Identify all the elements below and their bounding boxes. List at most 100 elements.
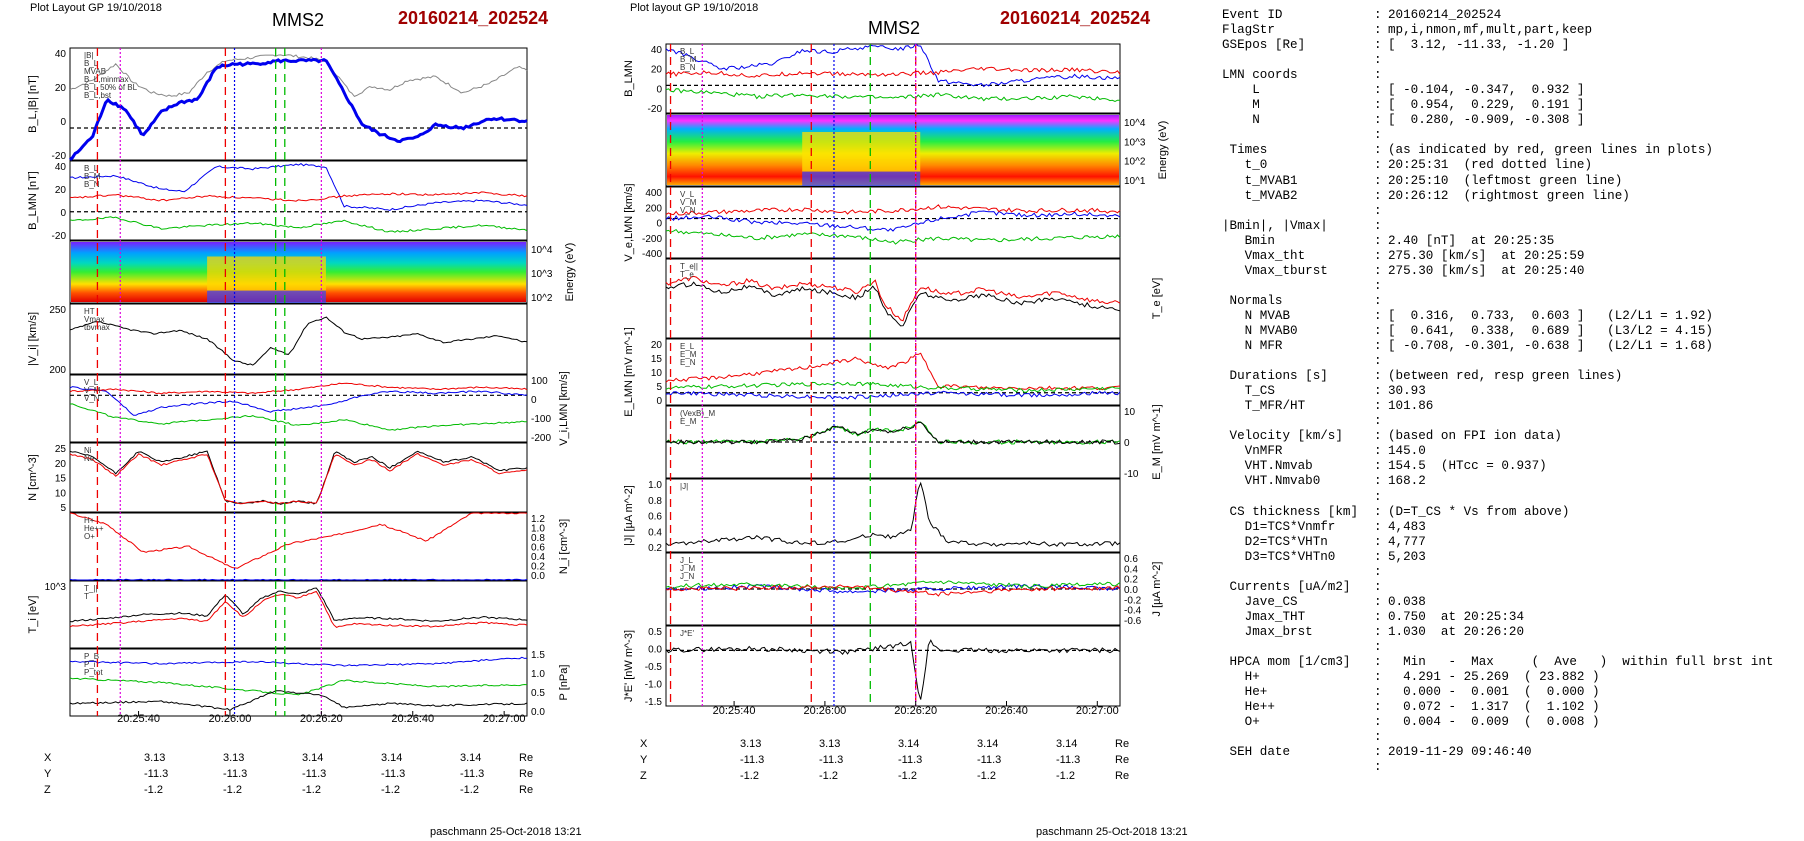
series-line — [665, 204, 1121, 216]
summary-value: [ -0.104, -0.347, 0.932 ] — [1388, 83, 1585, 98]
time-tick-label: 20:25:40 — [713, 705, 756, 717]
summary-label: T_CS — [1222, 384, 1275, 399]
summary-separator: : — [1374, 263, 1382, 278]
position-value: -11.3 — [144, 768, 169, 780]
summary-row: D1=TCS*Vnmfr:4,483 — [1222, 520, 1800, 535]
summary-label: Currents [uA/m2] — [1222, 579, 1351, 594]
summary-value: 0.038 — [1388, 594, 1426, 609]
position-value: 3.13 — [144, 752, 166, 764]
summary-value: [ 3.12, -11.33, -1.20 ] — [1388, 38, 1570, 53]
panel-frame — [665, 478, 1121, 553]
series-line — [665, 228, 1121, 245]
position-value: -11.3 — [740, 754, 765, 766]
left-footer: paschmann 25-Oct-2018 13:21 — [430, 826, 582, 838]
y-axis-label: N_i [cm^-3] — [558, 519, 570, 574]
summary-separator: : — [1374, 579, 1382, 594]
summary-separator: : — [1374, 715, 1382, 730]
summary-separator: : — [1374, 609, 1382, 624]
position-value: -11.3 — [819, 754, 844, 766]
summary-row: Normals: — [1222, 294, 1800, 309]
summary-separator: : — [1374, 158, 1382, 173]
summary-separator: : — [1374, 399, 1382, 414]
panel-frame — [69, 442, 528, 513]
summary-label: D1=TCS*Vnmfr — [1222, 519, 1336, 534]
panel-6: 1.21.00.80.60.40.20.0 N_i [cm^-3] H+He++O+ — [69, 512, 570, 582]
position-value: 3.14 — [460, 752, 482, 764]
summary-separator: : — [1374, 459, 1382, 474]
summary-separator: : — [1374, 354, 1382, 369]
panel-6: 1.0 0.8 0.6 0.4 0.2 |J| [µA m^-2] |J| — [623, 478, 1121, 554]
position-value: -1.2 — [1056, 770, 1075, 782]
series-line — [665, 281, 1121, 327]
y-tick-label: 1.0 — [648, 480, 662, 491]
y-tick-label: 0.6 — [1124, 554, 1138, 565]
panel-frame — [665, 338, 1121, 406]
panel-7: 10^3 T_i [eV] T_||T — [27, 580, 528, 649]
y-tick-label: 0.8 — [531, 533, 545, 544]
position-value: -1.2 — [460, 784, 479, 796]
summary-row: Durations [s]: (between red, resp green l… — [1222, 369, 1800, 384]
summary-label: N — [1222, 113, 1260, 128]
y-tick-label: 10 — [1124, 407, 1136, 418]
series-line — [69, 216, 528, 233]
summary-row: HPCA mom [1/cm3]: Min - Max ( Ave ) with… — [1222, 655, 1800, 670]
panel-5: 10 0 -10 E_M [mV m^-1] (VexB)_ME_M — [665, 404, 1163, 480]
legend-entry: E_L — [680, 342, 695, 351]
summary-label: VnMFR — [1222, 444, 1283, 459]
summary-value: 20:25:10 (leftmost green line) — [1388, 173, 1623, 188]
y-tick-label: 0 — [656, 396, 662, 407]
summary-value: 0.072 - 1.317 ( 1.102 ) — [1388, 700, 1600, 715]
summary-label: LMN coords — [1222, 68, 1298, 83]
y-tick-label: -0.2 — [1124, 595, 1142, 606]
y-tick-label: 10 — [651, 368, 663, 379]
panel-0: 40 20 0 -20 B_L,|B| [nT] |B|B_LMVABB_L,minmax… — [27, 47, 528, 162]
y-tick-label: 0 — [656, 219, 662, 230]
summary-separator: : — [1374, 53, 1382, 68]
y-tick-label: 0.0 — [648, 645, 662, 656]
y-tick-label: 0.4 — [531, 552, 545, 563]
y-tick-label: 200 — [645, 203, 662, 214]
legend-entry: B_N — [84, 180, 100, 189]
summary-row: : — [1222, 640, 1800, 655]
y-tick-label: 0.2 — [531, 562, 545, 573]
y-tick-label: 0 — [531, 395, 537, 406]
position-value: 3.13 — [223, 752, 245, 764]
position-label: Y — [640, 754, 648, 766]
summary-label: Normals — [1222, 293, 1283, 308]
y-tick-label: -20 — [52, 151, 67, 162]
summary-label: N MVAB0 — [1222, 323, 1298, 338]
summary-value: 2.40 [nT] at 20:25:35 — [1388, 233, 1555, 248]
summary-row: t_MVAB2:20:26:12 (rightmost green line) — [1222, 189, 1800, 204]
summary-value: mp,i,nmon,mf,mult,part,keep — [1388, 23, 1593, 38]
legend-entry: MVAB — [84, 67, 106, 76]
y-tick-label: -1.0 — [645, 680, 663, 691]
y-tick-label: 250 — [49, 305, 66, 316]
summary-value: [ 0.641, 0.338, 0.689 ] (L3/L2 = 4.15) — [1388, 323, 1713, 338]
summary-separator: : — [1374, 760, 1382, 775]
summary-label: Vmax_tburst — [1222, 263, 1328, 278]
position-value: -1.2 — [302, 784, 321, 796]
series-line — [665, 390, 1121, 400]
legend-entry: HT — [84, 307, 95, 316]
summary-separator: : — [1374, 489, 1382, 504]
position-unit: Re — [519, 784, 534, 796]
y-tick-label: -20 — [52, 231, 67, 242]
summary-row: SEH date:2019-11-29 09:46:40 — [1222, 745, 1800, 760]
summary-row: : — [1222, 490, 1800, 505]
panel-0: 40 20 0 -20 B_LMN B_LB_MB_N — [623, 43, 1121, 115]
position-unit: Re — [1115, 754, 1130, 766]
series-line — [665, 639, 1121, 700]
summary-value: 275.30 [km/s] at 20:25:59 — [1388, 248, 1585, 263]
summary-label: D3=TCS*VHTn0 — [1222, 549, 1336, 564]
summary-row: VHT.Nmvab0:168.2 — [1222, 474, 1800, 489]
series-line — [69, 382, 528, 395]
y-tick-label: 40 — [55, 162, 67, 173]
panel-1: 10^4 10^3 10^2 10^1 Energy (eV) — [665, 113, 1169, 187]
position-row: Y -11.3 -11.3 -11.3 -11.3 -11.3 Re — [44, 768, 564, 784]
y-tick-label: 0.0 — [1124, 585, 1138, 596]
y-tick-label: -20 — [648, 104, 663, 115]
y-tick-label: -200 — [642, 234, 662, 245]
legend-entry: V_N — [680, 206, 696, 215]
